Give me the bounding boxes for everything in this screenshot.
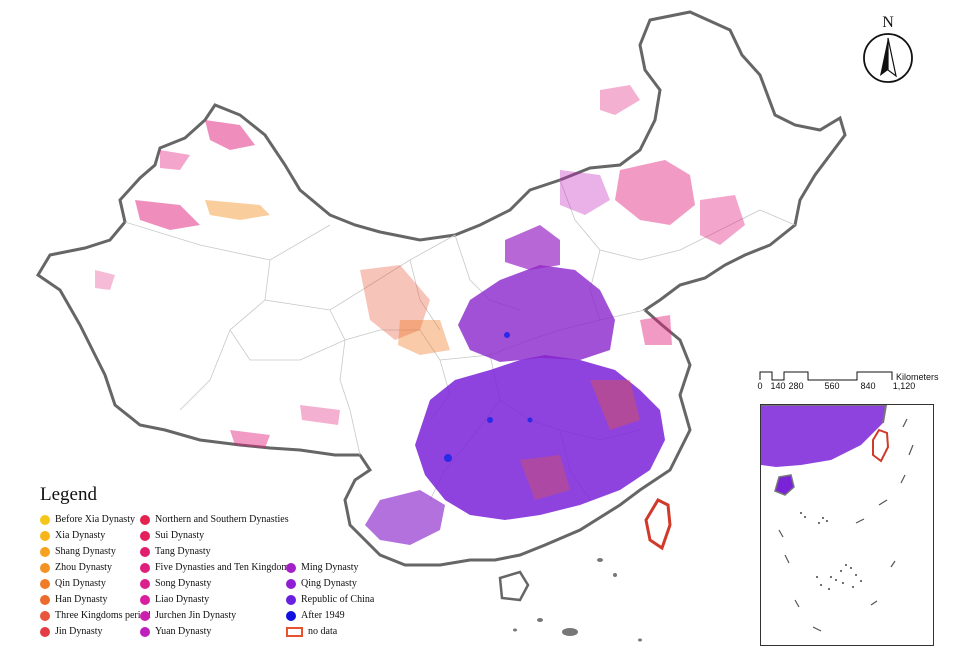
legend-item-no-data: no data [286,626,337,637]
scale-unit-label: Kilometers [896,372,939,382]
legend-item-tang: Tang Dynasty [140,546,211,557]
legend-label: Northern and Southern Dynasties [155,514,289,525]
legend-item-qin: Qin Dynasty [40,578,106,589]
taiwan-outline [644,498,672,551]
inset-map [761,405,914,632]
legend-label: Ming Dynasty [301,562,359,573]
legend-item-zhou: Zhou Dynasty [40,562,112,573]
north-arrow: N [862,14,914,84]
legend-item-after-1949: After 1949 [286,610,345,621]
legend-item-before-xia: Before Xia Dynasty [40,514,135,525]
scale-tick-840: 840 [860,381,876,391]
legend-label: Jin Dynasty [55,626,103,637]
legend-label: Song Dynasty [155,578,212,589]
legend-label: Liao Dynasty [155,594,210,605]
legend-label: Republic of China [301,594,375,605]
scale-tick-140: 140 [770,381,786,391]
legend-label: Yuan Dynasty [155,626,212,637]
legend-swatch [286,610,296,621]
legend-swatch [40,594,50,605]
legend-item-yuan: Yuan Dynasty [140,626,211,637]
legend-swatch [40,530,50,541]
legend-item-qing: Qing Dynasty [286,578,357,589]
legend-item-roc: Republic of China [286,594,374,605]
scale-tick-560: 560 [824,381,840,391]
legend-swatch [286,578,296,589]
south-sea-islands [513,558,642,642]
scale-tick-1120: 1,120 [892,381,916,391]
scale-bar: 0 140 280 560 840 1,120 Kilometers [757,368,958,392]
scale-tick-0: 0 [757,381,763,391]
legend-swatch [140,562,150,573]
legend-label: Five Dynasties and Ten Kingdoms [155,562,293,573]
legend-swatch [140,626,150,637]
legend-label: Qing Dynasty [301,578,357,589]
legend-label: Han Dynasty [55,594,108,605]
legend-label: Jurchen Jin Dynasty [155,610,237,621]
south-china-sea-inset [760,404,934,646]
legend-swatch [286,562,296,573]
legend-label: no data [308,626,338,637]
legend-swatch [140,578,150,589]
no-data-swatch [286,626,303,637]
legend-title: Legend [40,484,97,505]
legend-item-northern-southern: Northern and Southern Dynasties [140,514,289,525]
legend-swatch [140,610,150,621]
legend-label: Sui Dynasty [155,530,205,541]
legend-swatch [140,514,150,525]
legend-item-jurchen-jin: Jurchen Jin Dynasty [140,610,236,621]
legend-swatch [40,626,50,637]
legend-label: Shang Dynasty [55,546,116,557]
legend-item-three-kingdoms: Three Kingdoms period [40,610,151,621]
legend-swatch [40,514,50,525]
legend-swatch [40,546,50,557]
legend-swatch [40,610,50,621]
legend-swatch [140,530,150,541]
north-label: N [882,14,894,31]
compass-icon [863,33,913,83]
legend-item-song: Song Dynasty [140,578,211,589]
dense-site-cluster [365,225,665,545]
legend-label: Before Xia Dynasty [55,514,135,525]
legend-item-xia: Xia Dynasty [40,530,105,541]
legend-label: Xia Dynasty [55,530,106,541]
legend-item-five-dynasties: Five Dynasties and Ten Kingdoms [140,562,293,573]
legend-item-ming: Ming Dynasty [286,562,359,573]
hainan-outline [498,570,530,602]
legend-item-shang: Shang Dynasty [40,546,116,557]
scale-tick-280: 280 [788,381,804,391]
scattered-sites [95,85,745,500]
legend-label: After 1949 [301,610,345,621]
legend: Legend Before Xia Dynasty Xia Dynasty Sh… [38,484,378,644]
legend-swatch [140,594,150,605]
legend-label: Zhou Dynasty [55,562,112,573]
legend-item-han: Han Dynasty [40,594,108,605]
legend-swatch [286,594,296,605]
legend-swatch [40,562,50,573]
legend-item-sui: Sui Dynasty [140,530,204,541]
legend-item-liao: Liao Dynasty [140,594,209,605]
legend-swatch [140,546,150,557]
legend-label: Tang Dynasty [155,546,211,557]
legend-label: Qin Dynasty [55,578,106,589]
legend-swatch [40,578,50,589]
scale-bar-graphic [759,371,893,381]
legend-item-jin: Jin Dynasty [40,626,103,637]
legend-label: Three Kingdoms period [55,610,151,621]
